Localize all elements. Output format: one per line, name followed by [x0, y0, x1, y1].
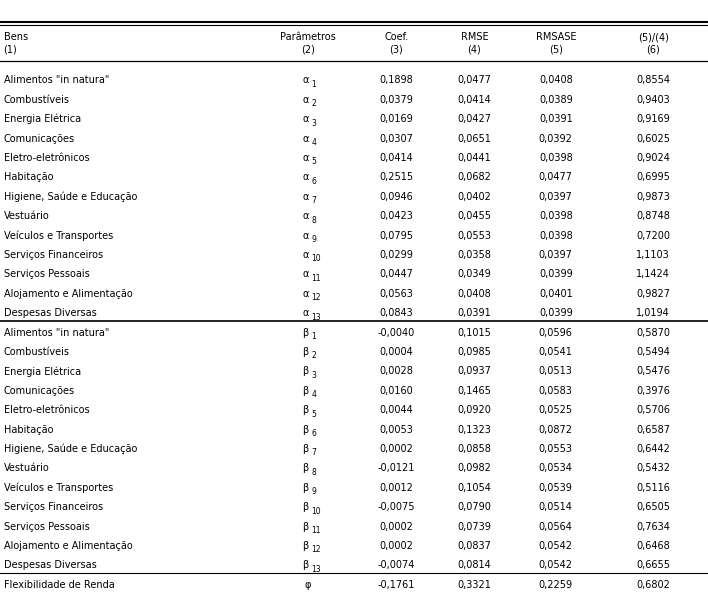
- Text: 0,1015: 0,1015: [457, 327, 491, 337]
- Text: 6: 6: [312, 429, 316, 438]
- Text: 3: 3: [312, 118, 316, 127]
- Text: Serviços Financeiros: Serviços Financeiros: [4, 502, 103, 512]
- Text: α: α: [302, 75, 309, 85]
- Text: 0,3976: 0,3976: [636, 386, 670, 396]
- Text: 0,0379: 0,0379: [379, 95, 413, 105]
- Text: -0,0074: -0,0074: [378, 561, 415, 571]
- Text: 0,0542: 0,0542: [539, 541, 573, 551]
- Text: 0,0004: 0,0004: [379, 347, 413, 357]
- Text: Habitação: Habitação: [4, 172, 53, 182]
- Text: 9: 9: [312, 235, 316, 244]
- Text: 0,0542: 0,0542: [539, 561, 573, 571]
- Text: 7: 7: [312, 449, 316, 458]
- Text: 0,0012: 0,0012: [379, 483, 413, 493]
- Text: Parâmetros
(2): Parâmetros (2): [280, 33, 336, 54]
- Text: Flexibilidade de Renda: Flexibilidade de Renda: [4, 580, 114, 590]
- Text: 0,6025: 0,6025: [636, 134, 670, 144]
- Text: α: α: [302, 134, 309, 144]
- Text: Serviços Financeiros: Serviços Financeiros: [4, 250, 103, 260]
- Text: Alimentos "in natura": Alimentos "in natura": [4, 327, 109, 337]
- Text: 0,0982: 0,0982: [457, 464, 491, 474]
- Text: 0,8554: 0,8554: [636, 75, 670, 85]
- Text: 0,0414: 0,0414: [457, 95, 491, 105]
- Text: 0,0398: 0,0398: [539, 211, 573, 221]
- Text: α: α: [302, 211, 309, 221]
- Text: 0,0790: 0,0790: [457, 502, 491, 512]
- Text: 7: 7: [312, 196, 316, 205]
- Text: α: α: [302, 172, 309, 182]
- Text: 0,0441: 0,0441: [457, 153, 491, 163]
- Text: 3: 3: [312, 371, 316, 380]
- Text: 0,0028: 0,0028: [379, 366, 413, 377]
- Text: 0,0392: 0,0392: [539, 134, 573, 144]
- Text: Comunicações: Comunicações: [4, 134, 74, 144]
- Text: Vestuário: Vestuário: [4, 211, 50, 221]
- Text: β: β: [302, 464, 309, 474]
- Text: 0,0872: 0,0872: [539, 424, 573, 435]
- Text: α: α: [302, 250, 309, 260]
- Text: Serviços Pessoais: Serviços Pessoais: [4, 522, 89, 532]
- Text: 0,0053: 0,0053: [379, 424, 413, 435]
- Text: α: α: [302, 289, 309, 299]
- Text: 0,0002: 0,0002: [379, 522, 413, 532]
- Text: Bens
(1): Bens (1): [4, 33, 28, 54]
- Text: 0,9403: 0,9403: [636, 95, 670, 105]
- Text: 0,1323: 0,1323: [457, 424, 491, 435]
- Text: 0,9873: 0,9873: [636, 192, 670, 202]
- Text: 0,0399: 0,0399: [539, 308, 573, 318]
- Text: 0,0985: 0,0985: [457, 347, 491, 357]
- Text: 0,0937: 0,0937: [457, 366, 491, 377]
- Text: φ: φ: [304, 580, 312, 590]
- Text: (5)/(4)
(6): (5)/(4) (6): [638, 33, 668, 54]
- Text: 0,0349: 0,0349: [457, 269, 491, 279]
- Text: 0,0414: 0,0414: [379, 153, 413, 163]
- Text: 0,0397: 0,0397: [539, 250, 573, 260]
- Text: 1,1103: 1,1103: [636, 250, 670, 260]
- Text: 0,5116: 0,5116: [636, 483, 670, 493]
- Text: 4: 4: [312, 390, 316, 399]
- Text: 0,0837: 0,0837: [457, 541, 491, 551]
- Text: 0,0391: 0,0391: [457, 308, 491, 318]
- Text: 0,0564: 0,0564: [539, 522, 573, 532]
- Text: 0,2259: 0,2259: [539, 580, 573, 590]
- Text: β: β: [302, 502, 309, 512]
- Text: Eletro-eletrônicos: Eletro-eletrônicos: [4, 153, 89, 163]
- Text: 0,0553: 0,0553: [457, 231, 491, 240]
- Text: 0,5432: 0,5432: [636, 464, 670, 474]
- Text: -0,0075: -0,0075: [378, 502, 415, 512]
- Text: 0,0858: 0,0858: [457, 444, 491, 454]
- Text: 0,0455: 0,0455: [457, 211, 491, 221]
- Text: Alojamento e Alimentação: Alojamento e Alimentação: [4, 541, 132, 551]
- Text: 0,0389: 0,0389: [539, 95, 573, 105]
- Text: α: α: [302, 153, 309, 163]
- Text: 0,0539: 0,0539: [539, 483, 573, 493]
- Text: 5: 5: [312, 157, 316, 166]
- Text: 0,0596: 0,0596: [539, 327, 573, 337]
- Text: 0,0651: 0,0651: [457, 134, 491, 144]
- Text: 8: 8: [312, 215, 316, 224]
- Text: β: β: [302, 444, 309, 454]
- Text: 0,1898: 0,1898: [379, 75, 413, 85]
- Text: 0,0299: 0,0299: [379, 250, 413, 260]
- Text: 12: 12: [312, 293, 321, 302]
- Text: 0,8748: 0,8748: [636, 211, 670, 221]
- Text: 0,9024: 0,9024: [636, 153, 670, 163]
- Text: α: α: [302, 269, 309, 279]
- Text: Higiene, Saúde e Educação: Higiene, Saúde e Educação: [4, 444, 137, 454]
- Text: 0,0399: 0,0399: [539, 269, 573, 279]
- Text: 0,0002: 0,0002: [379, 541, 413, 551]
- Text: 0,6442: 0,6442: [636, 444, 670, 454]
- Text: 6: 6: [312, 177, 316, 186]
- Text: 0,0583: 0,0583: [539, 386, 573, 396]
- Text: 0,0563: 0,0563: [379, 289, 413, 299]
- Text: 8: 8: [312, 468, 316, 477]
- Text: 5: 5: [312, 410, 316, 419]
- Text: Combustíveis: Combustíveis: [4, 347, 69, 357]
- Text: Comunicações: Comunicações: [4, 386, 74, 396]
- Text: 13: 13: [312, 565, 321, 574]
- Text: 0,5870: 0,5870: [636, 327, 670, 337]
- Text: 0,6468: 0,6468: [636, 541, 670, 551]
- Text: 0,0920: 0,0920: [457, 406, 491, 415]
- Text: 10: 10: [312, 255, 321, 263]
- Text: 13: 13: [312, 313, 321, 321]
